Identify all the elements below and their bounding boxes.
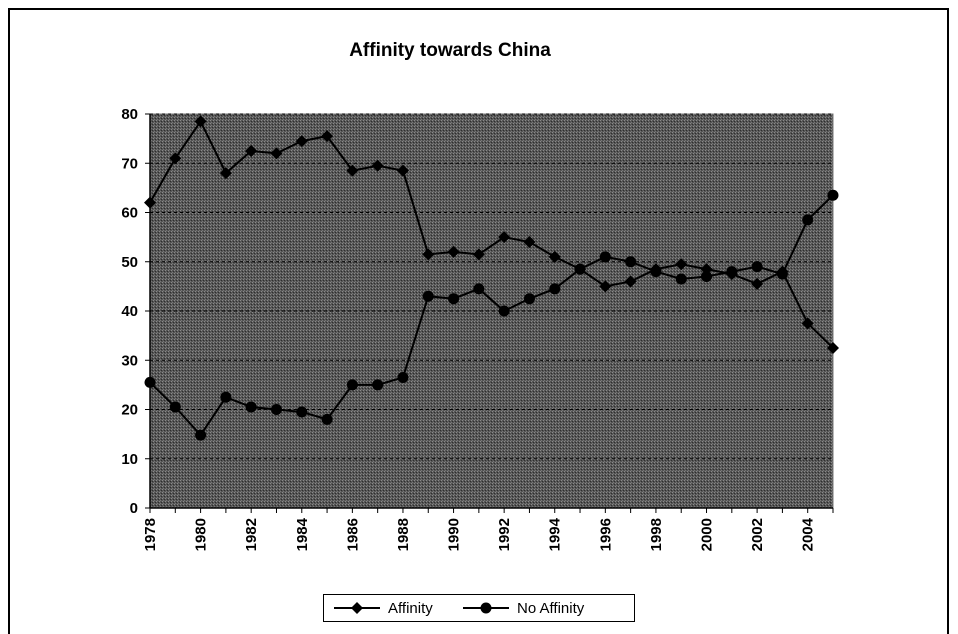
y-tick-label-50: 50 (121, 254, 138, 271)
plot-area (149, 113, 834, 509)
x-tick-label-1982: 1982 (243, 518, 260, 551)
point-no-affinity-1994 (549, 283, 561, 295)
x-tick-label-1978: 1978 (142, 518, 159, 551)
x-tick-label-1990: 1990 (446, 518, 463, 551)
y-tick-label-40: 40 (121, 303, 138, 320)
point-affinity-1985 (321, 130, 334, 143)
y-tick-label-70: 70 (121, 155, 138, 172)
point-no-affinity-2002 (751, 261, 763, 273)
point-no-affinity-1983 (270, 404, 282, 415)
x-tick-label-2002: 2002 (749, 518, 766, 551)
point-affinity-2004 (801, 317, 814, 330)
point-no-affinity-1992 (498, 305, 510, 317)
point-affinity-1999 (675, 258, 688, 271)
point-affinity-1991 (472, 248, 485, 261)
x-tick-label-1992: 1992 (496, 518, 513, 551)
legend-label-affinity: Affinity (388, 599, 433, 617)
point-affinity-1989 (422, 248, 435, 261)
point-no-affinity-1978 (144, 376, 156, 388)
point-no-affinity-2005 (827, 189, 839, 201)
point-affinity-1980 (194, 115, 207, 128)
point-no-affinity-1991 (473, 283, 485, 295)
point-affinity-1997 (624, 275, 637, 288)
point-affinity-1990 (447, 245, 460, 258)
point-no-affinity-1985 (321, 413, 333, 425)
point-affinity-1996 (599, 280, 612, 293)
y-tick-label-60: 60 (121, 205, 138, 222)
x-tick-label-1994: 1994 (547, 517, 564, 551)
point-no-affinity-1995 (574, 263, 586, 275)
point-no-affinity-2004 (802, 214, 814, 226)
point-affinity-2005 (827, 341, 839, 354)
point-affinity-1983 (270, 147, 283, 160)
point-affinity-1981 (219, 167, 232, 180)
point-affinity-1992 (498, 231, 511, 244)
point-affinity-1988 (396, 164, 409, 177)
point-no-affinity-1997 (625, 256, 637, 268)
point-no-affinity-1979 (169, 401, 181, 413)
legend-item-no-affinity: No Affinity (461, 595, 584, 621)
x-tick-label-1996: 1996 (597, 518, 614, 551)
series-line-affinity (149, 119, 834, 349)
point-affinity-1993 (523, 236, 536, 249)
point-no-affinity-1989 (422, 290, 434, 302)
point-affinity-1978 (144, 196, 156, 209)
point-no-affinity-1987 (372, 379, 384, 391)
point-no-affinity-1990 (448, 293, 460, 305)
legend-no-affinity-marker (463, 602, 509, 614)
legend-label-no-affinity: No Affinity (517, 599, 585, 617)
x-tick-label-2004: 2004 (800, 517, 817, 551)
x-tick-label-1984: 1984 (294, 517, 311, 551)
point-affinity-1986 (346, 164, 359, 177)
y-tick-label-30: 30 (121, 352, 138, 369)
point-affinity-2002 (751, 277, 764, 290)
point-affinity-1994 (548, 250, 561, 263)
point-no-affinity-1998 (650, 266, 662, 278)
series-line-no-affinity (149, 194, 834, 437)
point-no-affinity-1980 (195, 429, 207, 441)
point-no-affinity-2000 (701, 271, 713, 283)
y-tick-label-20: 20 (121, 402, 138, 419)
y-tick-label-80: 80 (121, 106, 138, 123)
point-no-affinity-2001 (726, 266, 738, 278)
x-tick-label-1986: 1986 (344, 518, 361, 551)
point-no-affinity-1996 (599, 251, 611, 263)
point-no-affinity-1999 (675, 273, 687, 285)
point-affinity-1987 (371, 159, 384, 172)
x-tick-label-1988: 1988 (395, 518, 412, 551)
point-no-affinity-2003 (776, 268, 788, 280)
point-no-affinity-1993 (523, 293, 535, 305)
point-affinity-1979 (169, 152, 182, 165)
legend-item-affinity: Affinity (332, 595, 433, 621)
legend-affinity-marker (334, 602, 380, 614)
point-no-affinity-1984 (296, 406, 308, 418)
x-tick-label-1998: 1998 (648, 518, 665, 551)
point-no-affinity-1982 (245, 401, 257, 413)
point-no-affinity-1988 (397, 371, 409, 383)
y-tick-label-10: 10 (121, 451, 138, 468)
chart-title: Affinity towards China (349, 40, 551, 61)
x-tick-label-2000: 2000 (699, 518, 716, 551)
point-no-affinity-1986 (346, 379, 358, 391)
y-tick-label-0: 0 (130, 500, 138, 517)
legend: Affinity No Affinity (323, 594, 635, 622)
point-no-affinity-1981 (220, 391, 232, 403)
point-affinity-1982 (245, 144, 258, 157)
x-tick-label-1980: 1980 (193, 518, 210, 551)
point-affinity-1984 (295, 135, 308, 148)
